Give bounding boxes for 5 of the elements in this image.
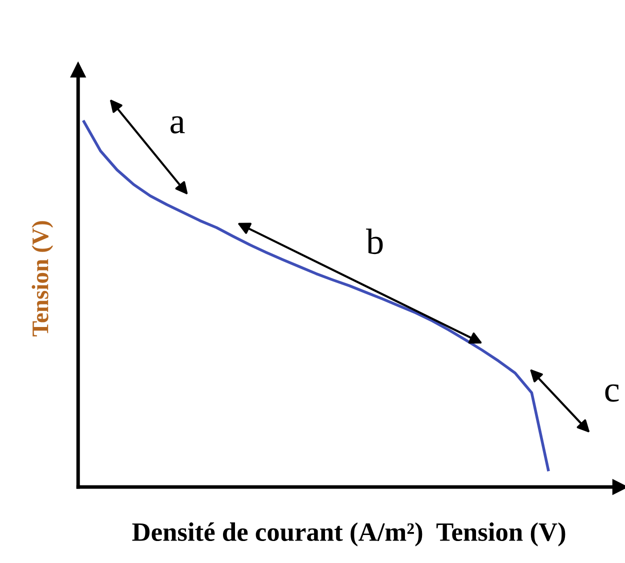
annotation: b xyxy=(366,228,383,254)
x-axis-title: Densité de courant (A/m²) Tension (V) xyxy=(132,522,566,546)
text: c xyxy=(605,384,619,402)
y-axis-title: Tension (V) xyxy=(32,221,54,336)
annotation: a xyxy=(170,116,185,134)
